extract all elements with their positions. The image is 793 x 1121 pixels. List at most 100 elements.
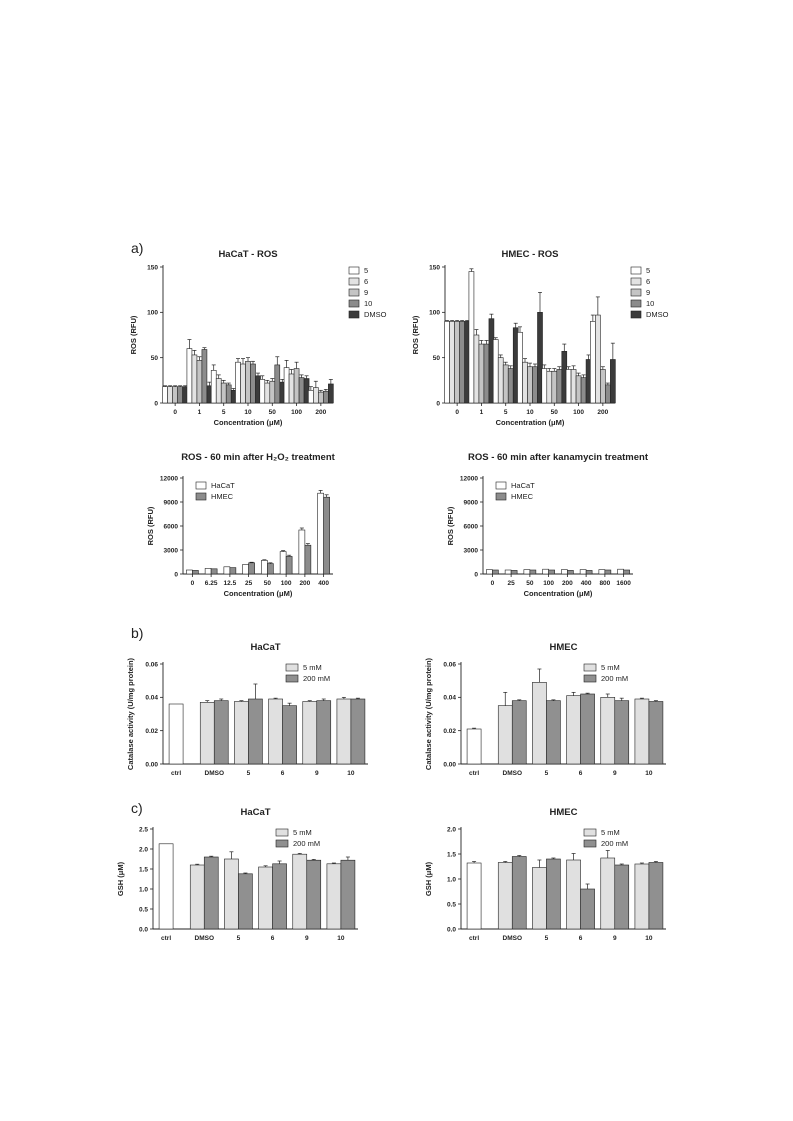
legend-label: 10 xyxy=(364,299,372,308)
bar xyxy=(282,705,297,765)
bar xyxy=(269,380,276,404)
chart-kanamycin-treatment: ROS - 60 min after kanamycin treatment 0 3… xyxy=(446,452,649,598)
bar xyxy=(579,569,587,575)
bar-group-DMSO xyxy=(497,855,527,930)
bar xyxy=(316,700,332,765)
bar xyxy=(317,492,324,575)
bar xyxy=(546,370,553,404)
x-axis-label: Concentration (μM) xyxy=(214,418,283,427)
bar xyxy=(565,369,572,404)
x-tick-label: 5 xyxy=(237,935,241,942)
bar xyxy=(268,698,283,765)
x-tick-label: ctrl xyxy=(161,935,171,942)
bar xyxy=(267,563,274,575)
bar xyxy=(511,700,527,765)
chart-hacat-gsh: HaCaT 0.0 0.5 1.0 1.5 2.0 2.5 GSH (μM) ctrl DMSO 5… xyxy=(116,807,358,942)
x-tick-label: 0 xyxy=(455,409,459,416)
bar-group-9 xyxy=(600,850,630,930)
bar xyxy=(541,368,548,404)
x-tick-label: 0 xyxy=(491,580,495,587)
bar xyxy=(213,700,229,765)
legend-label: 9 xyxy=(646,288,650,297)
legend-label: 200 mM xyxy=(303,674,330,683)
legend-label: 200 mM xyxy=(293,839,320,848)
bar xyxy=(204,568,212,575)
bar xyxy=(279,551,287,575)
bar xyxy=(548,569,555,575)
bar xyxy=(242,564,249,575)
y-tick-label: 6000 xyxy=(464,523,479,530)
legend-label: HaCaT xyxy=(511,481,535,490)
bar xyxy=(298,377,305,404)
legend-label: 10 xyxy=(646,299,654,308)
bar xyxy=(167,386,173,404)
x-tick-label: 10 xyxy=(526,409,534,416)
y-tick-label: 0.02 xyxy=(443,728,456,735)
bar xyxy=(210,568,218,575)
bar xyxy=(199,702,215,765)
legend-label: DMSO xyxy=(646,310,669,319)
x-axis-label: Concentration (μM) xyxy=(224,589,293,598)
bar xyxy=(186,348,193,404)
legend-swatch xyxy=(348,288,360,297)
x-tick-label: ctrl xyxy=(469,770,479,777)
bar xyxy=(497,357,504,404)
bar xyxy=(250,363,256,404)
bar-group-25 xyxy=(504,569,518,575)
legend-swatch xyxy=(583,674,597,683)
bar xyxy=(224,858,239,930)
chart-title: HMEC - ROS xyxy=(502,249,559,260)
legend-swatch xyxy=(495,481,507,490)
bar xyxy=(328,383,334,404)
bar xyxy=(248,698,263,765)
bar xyxy=(527,366,533,404)
bar xyxy=(605,384,611,404)
y-tick-label: 0.06 xyxy=(443,661,456,668)
y-tick-label: 2.5 xyxy=(139,826,148,833)
x-tick-label: DMSO xyxy=(205,770,225,777)
y-tick-label: 2.0 xyxy=(447,826,456,833)
bar-group-DMSO xyxy=(497,691,527,765)
chart-h2o2-treatment: ROS - 60 min after H₂O₂ treatment 0 3000 60… xyxy=(146,452,336,598)
y-tick-label: 3000 xyxy=(164,547,179,554)
bar xyxy=(610,359,616,404)
bar-group-200 xyxy=(298,527,312,575)
bar xyxy=(323,390,329,404)
bar-group-10 xyxy=(634,697,664,765)
bar-group-5 xyxy=(532,857,561,930)
x-tick-label: ctrl xyxy=(469,935,479,942)
bar-group-5 xyxy=(224,851,253,930)
y-axis-label: ROS (RFU) xyxy=(411,315,420,354)
y-tick-label: 0.02 xyxy=(145,728,158,735)
bar-group-1600 xyxy=(617,568,630,575)
x-tick-label: 100 xyxy=(543,580,554,587)
bar xyxy=(468,271,475,404)
bar xyxy=(189,864,205,930)
y-tick-label: 0.00 xyxy=(443,761,456,768)
bar xyxy=(235,361,241,404)
y-tick-label: 50 xyxy=(433,355,441,362)
y-tick-label: 1.0 xyxy=(447,876,456,883)
bar xyxy=(459,321,465,404)
x-tick-label: 25 xyxy=(245,580,253,587)
bar xyxy=(623,569,630,575)
x-tick-label: 1 xyxy=(480,409,484,416)
panel-label-c: c) xyxy=(131,800,143,816)
x-tick-label: 50 xyxy=(269,409,277,416)
bar-group-6.25 xyxy=(204,568,218,575)
x-tick-label: 9 xyxy=(315,770,319,777)
bar-ctrl xyxy=(158,843,174,930)
y-tick-label: 12000 xyxy=(160,475,178,482)
legend-swatch xyxy=(348,299,360,308)
legend-swatch xyxy=(348,277,360,286)
x-tick-label: DMSO xyxy=(503,770,523,777)
x-tick-label: 800 xyxy=(599,580,610,587)
bar-group-10 xyxy=(336,696,366,765)
bar xyxy=(293,368,300,404)
bar xyxy=(556,369,563,404)
x-tick-label: 9 xyxy=(305,935,309,942)
bar xyxy=(511,856,527,930)
bar-group-200 xyxy=(561,569,574,575)
x-tick-label: 400 xyxy=(581,580,592,587)
bar xyxy=(177,386,183,404)
